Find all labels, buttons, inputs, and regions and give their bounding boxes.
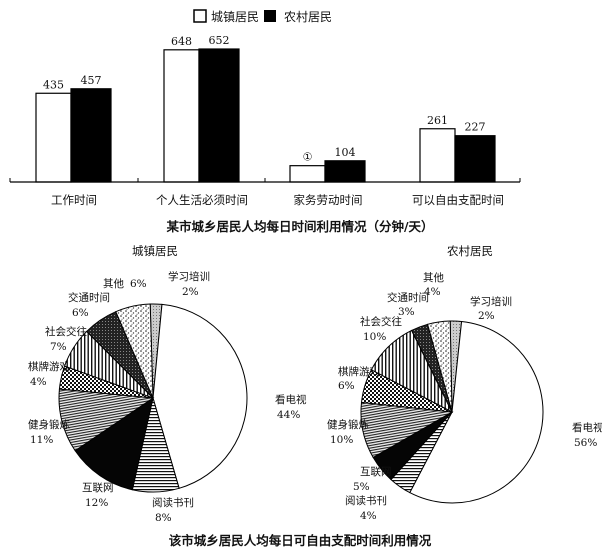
pie-slice [58, 388, 155, 452]
slice-label: 健身锻炼 [28, 418, 70, 431]
slice-percent: 6% [338, 380, 355, 392]
pie-rural: 学习培训 2% 看电视 56% 阅读书刊 4% 互联网 5% 健身锻炼 10% 棋牌游戏 6% 社会交往… [327, 271, 602, 522]
legend-swatch-rural [264, 10, 276, 22]
pie-slice [426, 320, 453, 413]
slice-label: 学习培训 [168, 270, 210, 283]
slice-percent: 3% [398, 306, 415, 318]
slice-percent: 6% [130, 278, 147, 290]
slice-percent: 4% [30, 376, 47, 388]
slice-percent: 6% [72, 307, 89, 319]
slice-label: 其他 [103, 277, 124, 290]
slice-percent: 7% [50, 341, 67, 353]
slice-label: 健身锻炼 [327, 418, 369, 431]
slice-label: 看电视 [275, 393, 307, 406]
slice-label: 棋牌游戏 [28, 360, 70, 373]
pie-slice [74, 396, 154, 491]
slice-percent: 44% [277, 409, 300, 421]
slice-percent: 2% [182, 286, 199, 298]
bar-rural [454, 135, 496, 183]
category-label: 家务劳动时间 [294, 193, 363, 207]
bar-chart-title: 某市城乡居民人均每日时间利用情况（分钟/天） [166, 219, 433, 234]
pie-urban: 学习培训 2% 看电视 44% 阅读书刊 8% 互联网 12% 健身锻炼 11% 棋牌游戏 4% 社会交… [28, 270, 307, 524]
bar-urban [35, 92, 72, 183]
slice-label: 交通时间 [68, 291, 110, 304]
pie-title-urban: 城镇居民 [132, 244, 178, 258]
slice-percent: 56% [574, 437, 597, 449]
bar-urban [163, 49, 200, 183]
pie-title-rural: 农村居民 [447, 244, 493, 258]
slice-percent: 4% [424, 286, 441, 298]
slice-label: 看电视 [572, 421, 602, 434]
slice-label: 学习培训 [470, 295, 512, 308]
slice-label: 互联网 [360, 466, 392, 478]
bar-legend: 城镇居民 农村居民 [193, 9, 332, 24]
category-label: 可以自由支配时间 [412, 193, 504, 207]
slice-percent: 8% [155, 512, 172, 524]
bar-value-label: 457 [81, 74, 102, 87]
bar-rural [324, 160, 366, 183]
slice-percent: 11% [30, 434, 53, 446]
slice-label: 互联网 [82, 482, 114, 494]
bar-plot: 435 457 工作时间 648 652 个人生活必须时间 ① 104 家务劳动时间 261 227… [9, 34, 521, 207]
pie-slice [115, 303, 154, 399]
slice-percent: 10% [363, 331, 386, 343]
bar-value-label: 648 [171, 35, 192, 48]
bar-urban [289, 165, 326, 183]
slice-percent: 4% [360, 510, 377, 522]
legend-swatch-urban [193, 9, 207, 23]
slice-label: 交通时间 [387, 291, 429, 304]
slice-label: 社会交往 [45, 325, 87, 338]
slice-percent: 10% [330, 434, 353, 446]
bar-value-label: 435 [43, 78, 64, 91]
legend-label-rural: 农村居民 [284, 10, 332, 24]
legend-label-urban: 城镇居民 [211, 10, 259, 24]
pie-slice [409, 320, 544, 504]
slice-label: 阅读书刊 [152, 496, 194, 509]
bar-rural [70, 88, 112, 183]
slice-percent: 12% [85, 497, 108, 509]
bar-value-label: ① [303, 151, 313, 164]
bar-value-label: 104 [335, 146, 356, 159]
pie-slice [152, 303, 248, 489]
bar-rural [198, 48, 240, 183]
bar-value-label: 227 [465, 121, 486, 134]
bar-value-label: 261 [427, 114, 448, 127]
slice-percent: 2% [478, 310, 495, 322]
category-label: 工作时间 [51, 193, 97, 207]
slice-label: 棋牌游戏 [338, 365, 380, 378]
bar-urban [419, 128, 456, 183]
slice-label: 其他 [423, 271, 444, 284]
pies-caption: 该市城乡居民人均每日可自由支配时间利用情况 [169, 533, 432, 548]
slice-label: 阅读书刊 [345, 494, 387, 507]
category-label: 个人生活必须时间 [156, 193, 248, 207]
slice-label: 社会交往 [360, 315, 402, 328]
bar-value-label: 652 [209, 34, 230, 47]
slice-percent: 5% [353, 481, 370, 493]
